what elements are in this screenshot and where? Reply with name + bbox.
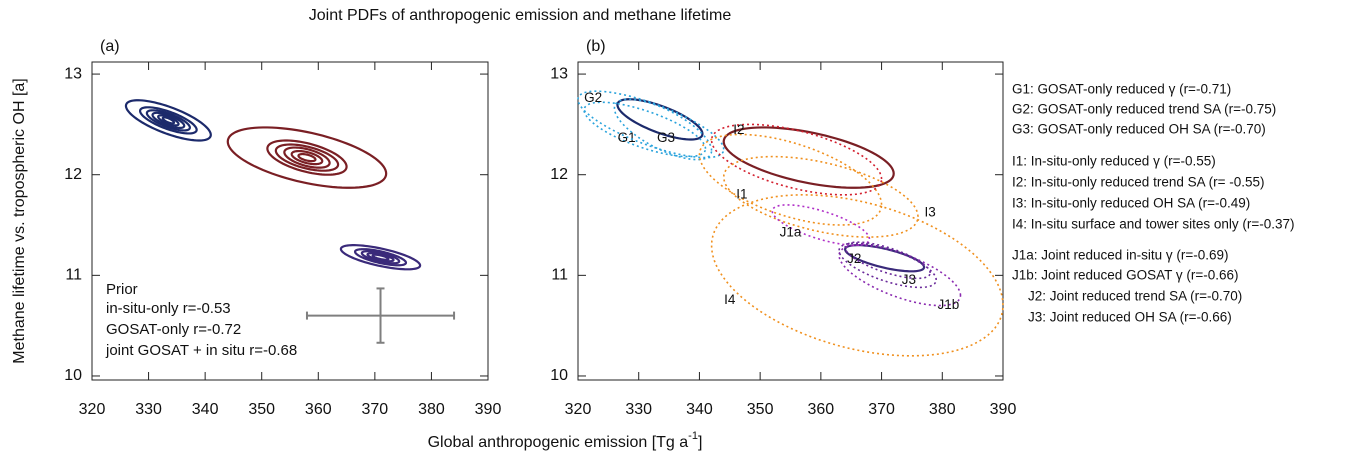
ellipse-label: G2 [584, 90, 602, 105]
x-tick-label: 370 [868, 401, 895, 418]
x-tick-label: 380 [929, 401, 956, 418]
ellipse [226, 126, 388, 189]
x-tick-label: 350 [248, 401, 275, 418]
x-tick-label: 340 [192, 401, 219, 418]
ellipse [266, 139, 348, 176]
legend-entry: G1: GOSAT-only reduced γ (r=-0.71) [1012, 82, 1231, 97]
legend-entry: Prior [106, 281, 138, 298]
ellipse [290, 149, 324, 166]
legend-entry: I3: In-situ-only reduced OH SA (r=-0.49) [1012, 196, 1250, 211]
x-tick-label: 320 [565, 401, 592, 418]
legend-entry: J1b: Joint reduced GOSAT γ (r=-0.66) [1012, 268, 1238, 283]
plot-frame [577, 61, 1004, 381]
x-tick-label: 370 [362, 401, 389, 418]
ellipse [339, 244, 422, 271]
y-tick-label: 11 [551, 267, 568, 284]
x-axis-label-text: Global anthropogenic emission [Tg a [428, 434, 689, 451]
x-tick-label: 390 [990, 401, 1017, 418]
ellipse-label: I4 [724, 292, 736, 307]
x-tick-label: 380 [418, 401, 445, 418]
ellipse [371, 253, 390, 261]
ellipse [722, 126, 895, 189]
legend-entry: J3: Joint reduced OH SA (r=-0.66) [1028, 310, 1232, 325]
ellipse-label: J2 [847, 251, 861, 266]
x-axis-label: Global anthropogenic emission [Tg a-1] [428, 430, 703, 451]
y-tick-label: 12 [550, 166, 568, 183]
x-tick-label: 390 [475, 401, 502, 418]
legend-entry: G2: GOSAT-only reduced trend SA (r=-0.75… [1012, 102, 1276, 117]
x-tick-label: 360 [305, 401, 332, 418]
ellipse [145, 109, 191, 132]
legend-entry: GOSAT-only r=-0.72 [106, 321, 241, 338]
ellipse-label: J3 [902, 272, 916, 287]
legend-entry: G3: GOSAT-only reduced OH SA (r=-0.70) [1012, 122, 1266, 137]
y-tick-label: 13 [550, 65, 568, 82]
ellipse [138, 106, 198, 135]
ellipse [283, 146, 331, 169]
x-tick-label: 360 [808, 401, 835, 418]
ellipse [151, 111, 186, 130]
legend-entry: I2: In-situ-only reduced trend SA (r= -0… [1012, 175, 1265, 190]
ellipse-label: J1b [937, 297, 959, 312]
ellipse [161, 116, 176, 125]
ellipse [297, 152, 317, 163]
y-axis-label: Methane lifetime vs. tropospheric OH [a] [11, 78, 28, 363]
ellipse [274, 143, 340, 172]
legend-entry: joint GOSAT + in situ r=-0.68 [105, 342, 297, 359]
ellipse-label: J1a [780, 225, 802, 240]
x-tick-label: 350 [747, 401, 774, 418]
x-axis-label-close: ] [698, 434, 702, 451]
figure-title: Joint PDFs of anthropogenic emission and… [309, 7, 732, 24]
ellipse [613, 98, 713, 161]
ellipse-label: G3 [657, 130, 675, 145]
ellipse [710, 194, 1004, 357]
ellipse [838, 244, 962, 307]
ellipse [722, 155, 919, 238]
ellipse [838, 242, 938, 289]
legend-entry: I4: In-situ surface and tower sites only… [1012, 217, 1295, 232]
legend-entry: J2: Joint reduced trend SA (r=-0.70) [1028, 289, 1242, 304]
x-tick-label: 340 [686, 401, 713, 418]
ellipse [157, 114, 180, 127]
y-tick-label: 12 [64, 166, 82, 183]
ellipse-label: I1 [736, 186, 747, 201]
x-tick-label: 330 [135, 401, 162, 418]
legend-entry: J1a: Joint reduced in-situ γ (r=-0.69) [1012, 248, 1228, 263]
ellipse-label: I3 [925, 205, 936, 220]
legend-entry: I1: In-situ-only reduced γ (r=-0.55) [1012, 154, 1216, 169]
ellipse-label: I2 [733, 122, 744, 137]
x-axis-label-sup: -1 [688, 430, 698, 442]
y-tick-label: 10 [550, 367, 568, 384]
ellipse [353, 248, 408, 267]
panel-label: (a) [100, 38, 120, 55]
x-tick-label: 330 [625, 401, 652, 418]
y-tick-label: 10 [64, 367, 82, 384]
y-tick-label: 11 [65, 267, 82, 284]
ellipse [844, 241, 931, 280]
ellipse [124, 99, 212, 142]
legend-entry: in-situ-only r=-0.53 [106, 300, 231, 317]
ellipse [366, 252, 395, 263]
ellipse [360, 250, 401, 265]
ellipse [698, 133, 883, 226]
x-tick-label: 320 [79, 401, 106, 418]
plot-frame [91, 61, 489, 381]
ellipse [844, 244, 926, 273]
ellipse [583, 101, 707, 158]
y-tick-label: 13 [64, 65, 82, 82]
panel-label: (b) [586, 38, 606, 55]
